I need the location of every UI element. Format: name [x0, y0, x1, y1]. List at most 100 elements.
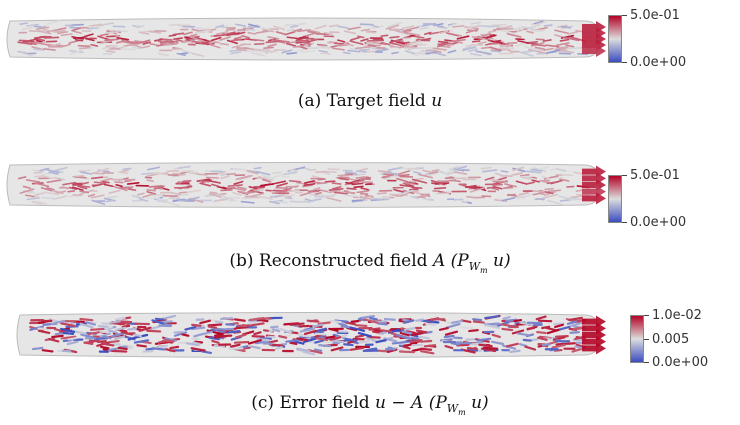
- field-arrow: [371, 200, 379, 201]
- field-arrow: [492, 51, 501, 52]
- field-arrow: [192, 325, 200, 326]
- field-arrow: [235, 319, 245, 320]
- field-arrow: [574, 328, 581, 329]
- field-arrow: [485, 324, 498, 325]
- field-arrow: [209, 327, 216, 328]
- field-arrow: [276, 188, 287, 189]
- field-arrow: [63, 351, 70, 352]
- field-arrow: [99, 332, 108, 333]
- colorbar-c: [630, 315, 644, 363]
- field-arrow: [380, 332, 386, 333]
- field-arrow: [156, 319, 163, 320]
- field-arrow: [20, 23, 27, 24]
- field-arrow: [203, 42, 210, 43]
- field-arrow: [93, 173, 104, 174]
- field-arrow: [153, 195, 165, 196]
- legend-min-c: 0.0e+00: [652, 356, 708, 370]
- field-arrow: [528, 328, 534, 329]
- field-arrow: [180, 195, 188, 196]
- field-arrow: [211, 42, 218, 43]
- legend-min-a: 0.0e+00: [630, 56, 686, 70]
- field-arrow: [467, 197, 476, 198]
- field-arrow: [421, 349, 431, 350]
- field-arrow: [501, 171, 507, 172]
- field-arrow: [410, 189, 418, 190]
- field-arrow: [508, 43, 517, 44]
- field-arrow: [568, 198, 581, 199]
- field-arrow: [146, 177, 152, 178]
- field-arrow: [385, 319, 395, 320]
- field-arrow: [514, 320, 521, 321]
- field-arrow: [105, 39, 119, 40]
- field-arrow: [369, 45, 375, 46]
- field-arrow: [367, 32, 375, 33]
- field-arrow: [399, 175, 409, 176]
- field-arrow: [344, 344, 352, 345]
- field-arrow: [91, 329, 103, 330]
- field-arrow: [381, 35, 387, 36]
- field-arrow: [319, 345, 330, 346]
- field-arrow: [407, 183, 415, 184]
- field-arrow: [106, 32, 118, 33]
- field-arrow: [316, 172, 325, 173]
- field-arrow: [249, 322, 255, 323]
- field-arrow: [408, 169, 420, 170]
- field-arrow: [191, 35, 197, 36]
- field-arrow: [364, 198, 372, 199]
- colorbar-a: [608, 15, 622, 63]
- field-arrow: [379, 171, 390, 172]
- field-arrow: [400, 352, 414, 353]
- field-arrow: [217, 336, 231, 337]
- tube-target-field: [0, 3, 640, 73]
- field-arrow: [357, 171, 366, 172]
- field-arrow: [201, 181, 210, 182]
- legend-max-b: 5.0e-01: [630, 169, 680, 183]
- field-arrow: [264, 47, 273, 48]
- field-arrow: [331, 321, 341, 322]
- field-arrow: [446, 178, 454, 179]
- legend-max-a: 5.0e-01: [630, 9, 680, 23]
- field-arrow: [172, 49, 181, 50]
- field-arrow: [171, 347, 179, 348]
- field-arrow: [561, 27, 570, 28]
- field-arrow: [227, 174, 235, 175]
- field-arrow: [327, 172, 336, 173]
- field-arrow: [482, 168, 492, 169]
- field-arrow: [473, 319, 481, 320]
- field-arrow: [437, 193, 449, 194]
- field-arrow: [318, 183, 327, 184]
- field-arrow: [115, 182, 123, 183]
- field-arrow: [461, 327, 472, 328]
- field-arrow: [468, 348, 477, 349]
- field-arrow: [504, 317, 510, 319]
- field-arrow: [158, 201, 166, 202]
- field-arrow: [255, 168, 261, 169]
- field-arrow: [64, 333, 73, 334]
- field-arrow: [106, 51, 114, 52]
- field-arrow: [123, 326, 129, 327]
- field-arrow: [421, 341, 432, 342]
- field-arrow: [135, 335, 141, 336]
- field-arrow: [533, 191, 544, 192]
- field-arrow: [161, 43, 169, 44]
- field-arrow: [352, 196, 360, 197]
- caption-c: (c) Error field u − A (PWm u): [0, 392, 740, 425]
- field-arrow: [230, 197, 240, 198]
- field-arrow: [393, 342, 406, 344]
- field-arrow: [563, 38, 576, 39]
- field-arrow: [45, 37, 59, 38]
- field-arrow: [569, 343, 576, 344]
- field-arrow: [439, 42, 448, 43]
- field-arrow: [182, 183, 189, 184]
- field-arrow: [107, 200, 113, 201]
- field-arrow: [356, 325, 367, 326]
- field-arrow: [392, 52, 398, 53]
- field-arrow: [182, 334, 188, 335]
- field-arrow: [319, 323, 330, 324]
- field-arrow: [202, 351, 211, 353]
- field-arrow: [549, 190, 561, 191]
- field-arrow: [445, 336, 454, 337]
- field-arrow: [103, 182, 109, 183]
- field-arrow: [390, 37, 399, 38]
- field-arrow: [330, 25, 338, 26]
